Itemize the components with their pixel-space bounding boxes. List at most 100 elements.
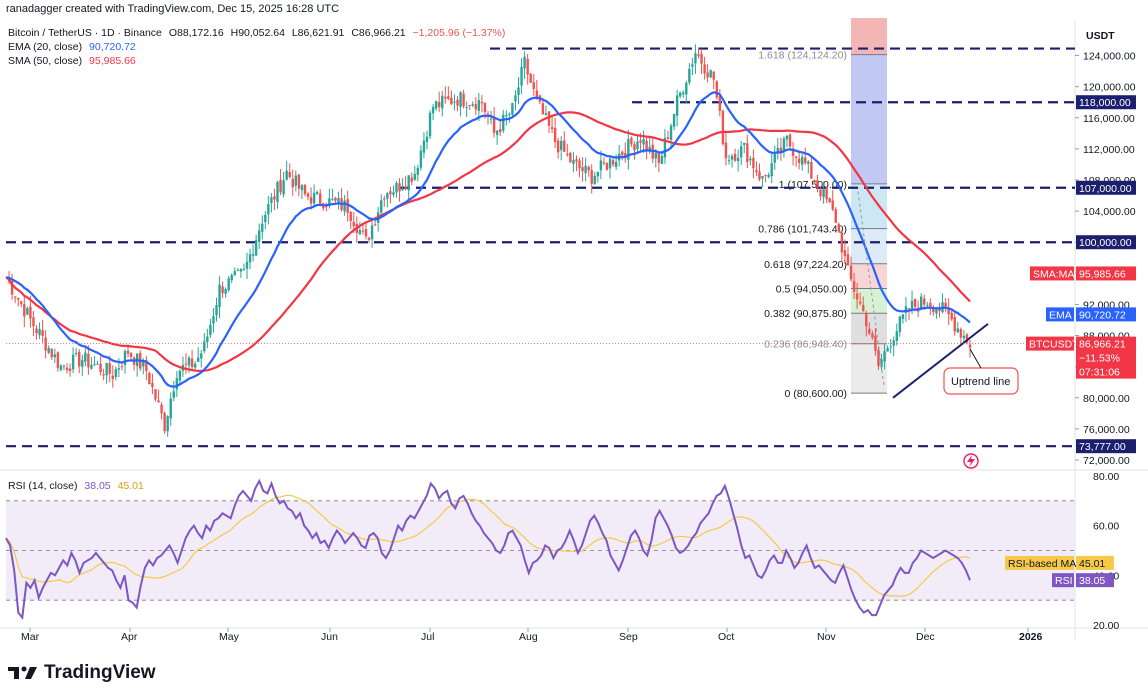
candle-body xyxy=(630,137,633,145)
candle-body xyxy=(813,180,816,183)
candle-body xyxy=(303,184,307,195)
candle-body xyxy=(422,140,426,153)
candle-body xyxy=(117,368,121,370)
candle-body xyxy=(233,271,236,276)
candle-body xyxy=(868,328,871,334)
sma-tag-name: SMA:MA xyxy=(1033,268,1074,280)
candle-body xyxy=(791,148,795,156)
candle-body xyxy=(413,173,416,180)
fib-label: 0.5 (94,050.00) xyxy=(776,284,847,296)
candle-body xyxy=(312,192,316,204)
candle-body xyxy=(926,304,929,306)
candle-body xyxy=(706,72,709,78)
candle-body xyxy=(776,148,780,154)
rsi-tick-label: 80.00 xyxy=(1093,471,1119,483)
candle-body xyxy=(480,101,484,104)
rsi-legend[interactable]: RSI (14, close) 38.05 45.01 xyxy=(8,480,144,492)
candle-body xyxy=(730,155,734,160)
candle-body xyxy=(190,358,194,368)
candle-body xyxy=(306,193,310,197)
candle-body xyxy=(721,110,725,144)
candle-body xyxy=(502,114,505,131)
candle-body xyxy=(959,329,963,338)
price-chart[interactable]: 72,000.0076,000.0080,000.0084,000.0088,0… xyxy=(0,0,1148,655)
candle-body xyxy=(874,335,877,351)
candle-body xyxy=(801,156,804,165)
fib-label: 0 (80,600.00) xyxy=(785,388,847,400)
candle-body xyxy=(279,179,282,193)
candle-body xyxy=(334,197,337,201)
candle-body xyxy=(489,118,493,120)
candle-body xyxy=(910,300,914,310)
candle-body xyxy=(105,363,108,376)
candle-body xyxy=(477,100,481,111)
candle-body xyxy=(364,229,368,237)
tradingview-wordmark: TradingView xyxy=(44,662,156,683)
candle-body xyxy=(788,134,792,147)
candle-body xyxy=(599,160,603,171)
candle-body xyxy=(38,329,41,336)
x-tick-label: Aug xyxy=(519,631,538,643)
candle-body xyxy=(492,116,496,133)
candle-body xyxy=(74,353,78,355)
candle-body xyxy=(718,96,722,111)
rsi-ma-value-bg xyxy=(1076,555,1114,570)
ema-legend[interactable]: EMA (20, close) 90,720.72 xyxy=(8,41,136,53)
candle-body xyxy=(17,297,20,300)
x-tick-label: Nov xyxy=(817,631,836,643)
ticker-tag: BTCUSDT xyxy=(1029,339,1079,351)
candle-body xyxy=(65,367,69,370)
candle-body xyxy=(90,364,93,369)
x-tick-label: Dec xyxy=(916,631,935,643)
candle-body xyxy=(425,136,429,142)
candle-body xyxy=(767,174,770,178)
candle-body xyxy=(938,308,941,311)
candle-body xyxy=(407,175,410,191)
candle-body xyxy=(474,104,477,110)
candle-body xyxy=(871,333,874,338)
candle-body xyxy=(560,140,563,150)
candle-body xyxy=(102,374,105,376)
candle-body xyxy=(343,200,346,212)
candle-body xyxy=(852,281,856,292)
candle-body xyxy=(32,317,35,327)
candle-body xyxy=(883,351,886,362)
y-tick-label: 124,000.00 xyxy=(1083,51,1136,63)
candle-body xyxy=(889,346,892,348)
ohlc-high: H90,052.64 xyxy=(230,27,285,39)
candle-body xyxy=(736,157,740,161)
candle-body xyxy=(282,180,285,195)
y-tick-label: 112,000.00 xyxy=(1083,144,1135,156)
level-tag-bg xyxy=(1076,180,1136,195)
candle-body xyxy=(291,178,294,188)
candle-body xyxy=(227,278,230,291)
candle-body xyxy=(807,161,810,164)
sma-legend[interactable]: SMA (50, close) 95,985.66 xyxy=(8,55,136,67)
candle-body xyxy=(901,314,905,319)
candle-body xyxy=(245,261,249,269)
candle-body xyxy=(935,308,938,314)
y-tick-label: 76,000.00 xyxy=(1083,424,1130,436)
candle-body xyxy=(691,64,694,67)
candle-body xyxy=(535,90,539,98)
candle-body xyxy=(193,363,197,368)
candle-body xyxy=(764,174,767,176)
candle-body xyxy=(273,196,276,200)
candle-body xyxy=(184,363,188,365)
candle-body xyxy=(895,331,898,341)
rsi-ma-tag-name: RSI-based MA xyxy=(1008,558,1076,570)
candle-body xyxy=(251,254,255,256)
candle-body xyxy=(639,140,642,143)
candle-body xyxy=(267,204,270,215)
candle-body xyxy=(419,150,423,168)
candle-body xyxy=(849,265,853,280)
fib-zone xyxy=(851,288,887,314)
candle-body xyxy=(239,269,243,272)
candle-body xyxy=(749,158,752,161)
candle-body xyxy=(499,129,502,133)
sma50-line xyxy=(5,111,971,373)
candle-body xyxy=(843,250,847,257)
candle-body xyxy=(35,328,38,334)
currency-label: USDT xyxy=(1086,30,1115,42)
candle-body xyxy=(572,160,575,164)
